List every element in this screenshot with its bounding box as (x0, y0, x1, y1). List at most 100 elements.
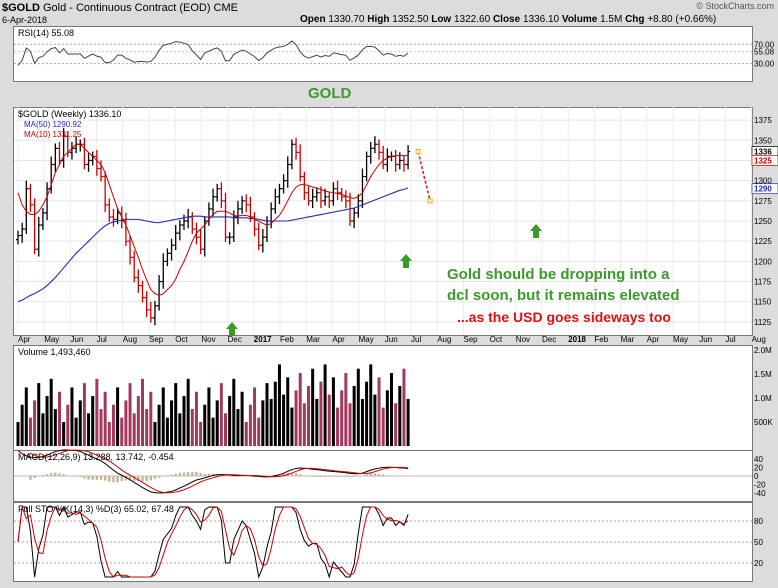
volume-bar (182, 396, 186, 446)
macd-histogram-bar (332, 476, 335, 477)
volume-bar (348, 403, 352, 446)
macd-histogram-bar (182, 472, 186, 476)
volume-bar (286, 377, 290, 446)
volume-bar (124, 400, 128, 446)
x-tick-label: May (359, 335, 374, 344)
macd-histogram-bar (33, 476, 36, 478)
macd-histogram-bar (178, 472, 182, 476)
volume-bar (70, 387, 74, 446)
volume-tick-label: 2.0M (754, 346, 772, 355)
volume-bar (265, 383, 269, 446)
volume-bar (331, 377, 335, 446)
volume-bar (207, 387, 211, 446)
volume-bar (62, 422, 66, 446)
macd-histogram-bar (402, 476, 406, 477)
macd-histogram-bar (29, 476, 32, 480)
macd-histogram-bar (348, 476, 352, 478)
sto-k-line (17, 505, 409, 579)
macd-histogram-bar (377, 473, 381, 476)
volume-bar (116, 387, 120, 446)
price-tag: 1325 (754, 156, 772, 165)
price-tag: 1290 (754, 185, 772, 194)
x-tick-label: 2018 (568, 335, 586, 344)
x-tick-label: Sep (149, 335, 164, 344)
volume-bar (111, 404, 115, 446)
x-tick-label: Nov (201, 335, 215, 344)
macd-histogram-bar (133, 476, 136, 481)
volume-bar (298, 373, 302, 446)
macd-histogram-bar (157, 476, 161, 478)
open-value: 1330.70 (328, 14, 365, 25)
volume-bar (360, 398, 364, 446)
volume-bar (381, 407, 385, 446)
macd-histogram-bar (207, 473, 211, 476)
macd-label: MACD(12,26,9) 13.288, 13.742, -0.454 (18, 452, 174, 462)
macd-histogram-bar (344, 476, 348, 477)
volume-bar (149, 391, 153, 446)
macd-signal-line (17, 449, 409, 494)
volume-bar (215, 400, 219, 446)
volume-bar (236, 409, 240, 446)
volume-label: Volume 1,493,460 (18, 347, 91, 357)
volume-bar (248, 404, 252, 446)
volume-bar (402, 368, 406, 446)
volume-bar (141, 378, 144, 446)
volume-bar (128, 383, 132, 446)
volume-bar (107, 422, 111, 446)
volume-bar (186, 378, 190, 446)
macd-histogram-bar (398, 476, 401, 477)
volume-bar (136, 396, 140, 446)
ma50-line (17, 187, 409, 303)
macd-tick-label: 40 (754, 455, 763, 464)
volume-bar (261, 400, 265, 446)
macd-histogram-bar (323, 476, 327, 478)
volume-bar (45, 396, 49, 446)
macd-histogram-bar (103, 476, 107, 481)
volume-bar (336, 407, 340, 446)
volume-bar (87, 413, 91, 446)
macd-histogram-bar (149, 476, 152, 481)
volume-bar (66, 404, 70, 446)
x-tick-label: Aug (437, 335, 451, 344)
macd-histogram-bar (166, 475, 169, 476)
volume-key: Volume (561, 14, 598, 25)
volume-bar (53, 409, 57, 446)
volume-value: 1.5M (600, 14, 623, 25)
volume-bar (211, 417, 215, 446)
macd-histogram-bar (328, 476, 331, 477)
sto-tick-label: 50 (754, 538, 763, 547)
macd-histogram-bar (352, 476, 356, 477)
volume-bar (132, 413, 136, 446)
volume-bar (257, 417, 261, 446)
volume-bar (228, 396, 232, 446)
volume-tick-label: 1.0M (754, 394, 772, 403)
price-tick-label: 1350 (754, 136, 772, 145)
rsi-label: RSI(14) 55.08 (18, 28, 75, 38)
rsi-tick-label: 55.08 (754, 48, 775, 57)
macd-histogram-bar (120, 476, 123, 482)
macd-histogram-bar (195, 471, 198, 476)
low-key: Low (431, 14, 452, 25)
macd-histogram-bar (45, 474, 49, 476)
macd-histogram-bar (191, 471, 194, 476)
volume-bar (365, 381, 369, 446)
volume-bar (224, 413, 227, 446)
x-tick-label: Dec (542, 335, 556, 344)
x-tick-label: Feb (280, 335, 294, 344)
macd-histogram-bar (186, 472, 190, 476)
macd-tick-label: -20 (754, 480, 766, 489)
price-tag-box (751, 183, 778, 195)
macd-histogram-bar (54, 472, 57, 476)
macd-histogram-bar (79, 476, 82, 478)
change-key: Chg (625, 14, 645, 25)
macd-histogram-bar (145, 476, 148, 481)
volume-bar (203, 404, 207, 446)
volume-bar (33, 400, 37, 446)
volume-bar (385, 390, 389, 446)
volume-bar (290, 407, 294, 446)
sto-text: Full STO %K(14,3) %D(3) 65.02, 67.48 (18, 504, 174, 514)
price-tick-label: 1225 (754, 237, 772, 246)
price-tick-label: 1175 (754, 278, 772, 287)
volume-bar (356, 368, 360, 446)
